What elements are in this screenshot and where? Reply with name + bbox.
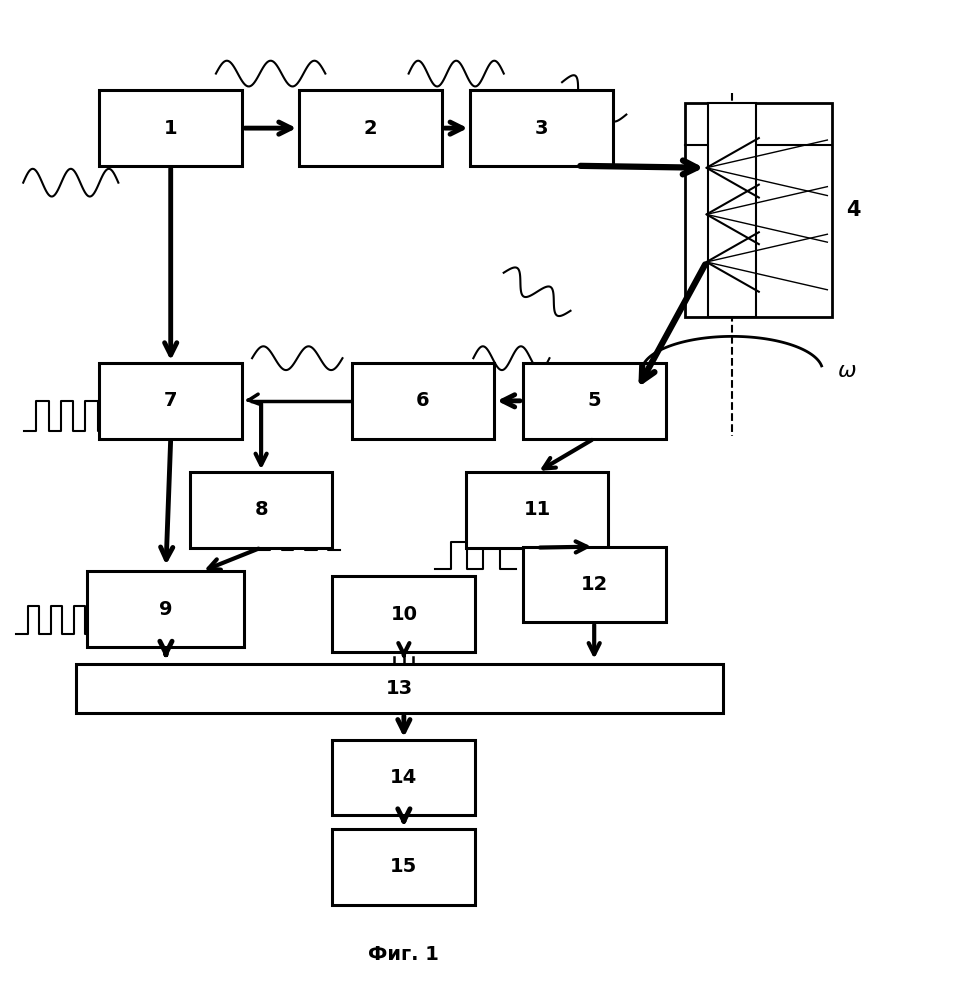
Bar (332, 829, 475, 905)
Bar (99, 90, 242, 166)
Bar (466, 472, 609, 548)
Text: 14: 14 (391, 768, 418, 787)
Text: 9: 9 (159, 600, 173, 619)
Bar (332, 576, 475, 652)
Text: 10: 10 (391, 605, 418, 624)
Text: 5: 5 (588, 391, 601, 410)
Bar (470, 90, 613, 166)
Text: 12: 12 (581, 575, 608, 594)
Bar (708, 103, 756, 317)
Bar (523, 547, 665, 622)
Text: 1: 1 (164, 119, 178, 138)
Text: Фиг. 1: Фиг. 1 (369, 945, 440, 964)
Text: 6: 6 (416, 391, 430, 410)
Text: 8: 8 (254, 500, 268, 519)
Bar (190, 472, 332, 548)
Text: 13: 13 (386, 679, 413, 698)
Text: 2: 2 (364, 119, 377, 138)
Bar (332, 740, 475, 815)
Bar (76, 664, 723, 713)
Text: 3: 3 (535, 119, 548, 138)
Bar (99, 363, 242, 439)
Bar (300, 90, 442, 166)
Text: 15: 15 (391, 857, 418, 876)
Text: 11: 11 (523, 500, 551, 519)
Bar (351, 363, 494, 439)
Text: 7: 7 (164, 391, 178, 410)
Bar (523, 363, 665, 439)
Bar (684, 103, 832, 317)
Text: $\omega$: $\omega$ (837, 361, 856, 381)
Text: 4: 4 (847, 200, 861, 220)
Bar (87, 571, 245, 647)
